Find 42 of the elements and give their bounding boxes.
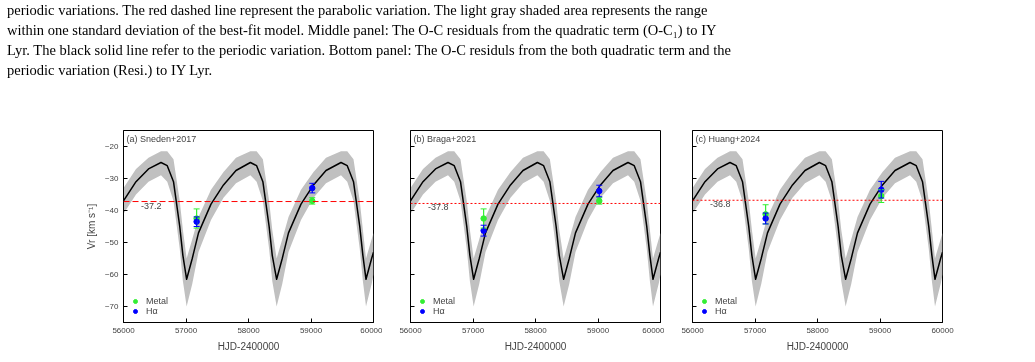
x-axis-title: HJD-2400000	[504, 340, 567, 352]
x-tick-label: 59000	[868, 325, 892, 335]
x-tick-label: 60000	[931, 325, 955, 335]
y-tick-label: −60	[104, 270, 120, 279]
y-tick-label: −40	[104, 206, 120, 215]
text: Lyr. The black solid line refer to the periodic variation. Bottom panel: The O-C residuls from the both quadratic term and the	[7, 42, 731, 58]
text: periodic variation (Resi.) to IY Lyr.	[7, 62, 213, 78]
ref-line-label: -36.8	[710, 199, 731, 210]
text: within one standard deviation of the best-fit model. Middle panel: The O-C residuals from the quadratic term (O-C₁) to IY	[7, 22, 717, 38]
y-tick-label: −20	[104, 142, 120, 151]
legend-label: Hα	[433, 306, 446, 316]
y-tick-label: −50	[104, 238, 120, 247]
x-tick-label: 58000	[237, 325, 261, 335]
chart-title: (c) Huang+2024	[695, 133, 761, 144]
x-tick-label: 57000	[461, 325, 485, 335]
ref-line-label: -37.8	[428, 202, 449, 213]
legend-label: Hα	[715, 306, 728, 316]
legend-label: Hα	[146, 306, 159, 316]
x-tick-label: 59000	[299, 325, 323, 335]
legend-label: Metal	[146, 296, 169, 306]
point	[480, 215, 487, 222]
y-tick-label: −70	[104, 302, 120, 311]
legend-label: Metal	[715, 296, 738, 306]
x-tick-label: 58000	[806, 325, 830, 335]
x-axis-title: HJD-2400000	[786, 340, 849, 352]
chart-title: (b) Braga+2021	[413, 133, 477, 144]
x-tick-label: 56000	[681, 325, 705, 335]
x-axis-title: HJD-2400000	[217, 340, 280, 352]
x-tick-label: 60000	[360, 325, 384, 335]
x-tick-label: 59000	[586, 325, 610, 335]
x-tick-label: 58000	[524, 325, 548, 335]
x-tick-label: 56000	[399, 325, 423, 335]
x-tick-label: 57000	[743, 325, 767, 335]
y-axis-title: Vr [km s⁻¹]	[85, 203, 97, 250]
y-tick-label: −30	[104, 174, 120, 183]
x-tick-label: 56000	[112, 325, 136, 335]
ref-line-label: -37.2	[141, 200, 162, 211]
legend-label: Metal	[433, 296, 456, 306]
chart-title: (a) Sneden+2017	[126, 133, 197, 144]
x-tick-label: 60000	[642, 325, 666, 335]
text: periodic variations. The red dashed line represent the parabolic variation. The light gray shaded area represents the range	[7, 2, 708, 18]
x-tick-label: 57000	[174, 325, 198, 335]
